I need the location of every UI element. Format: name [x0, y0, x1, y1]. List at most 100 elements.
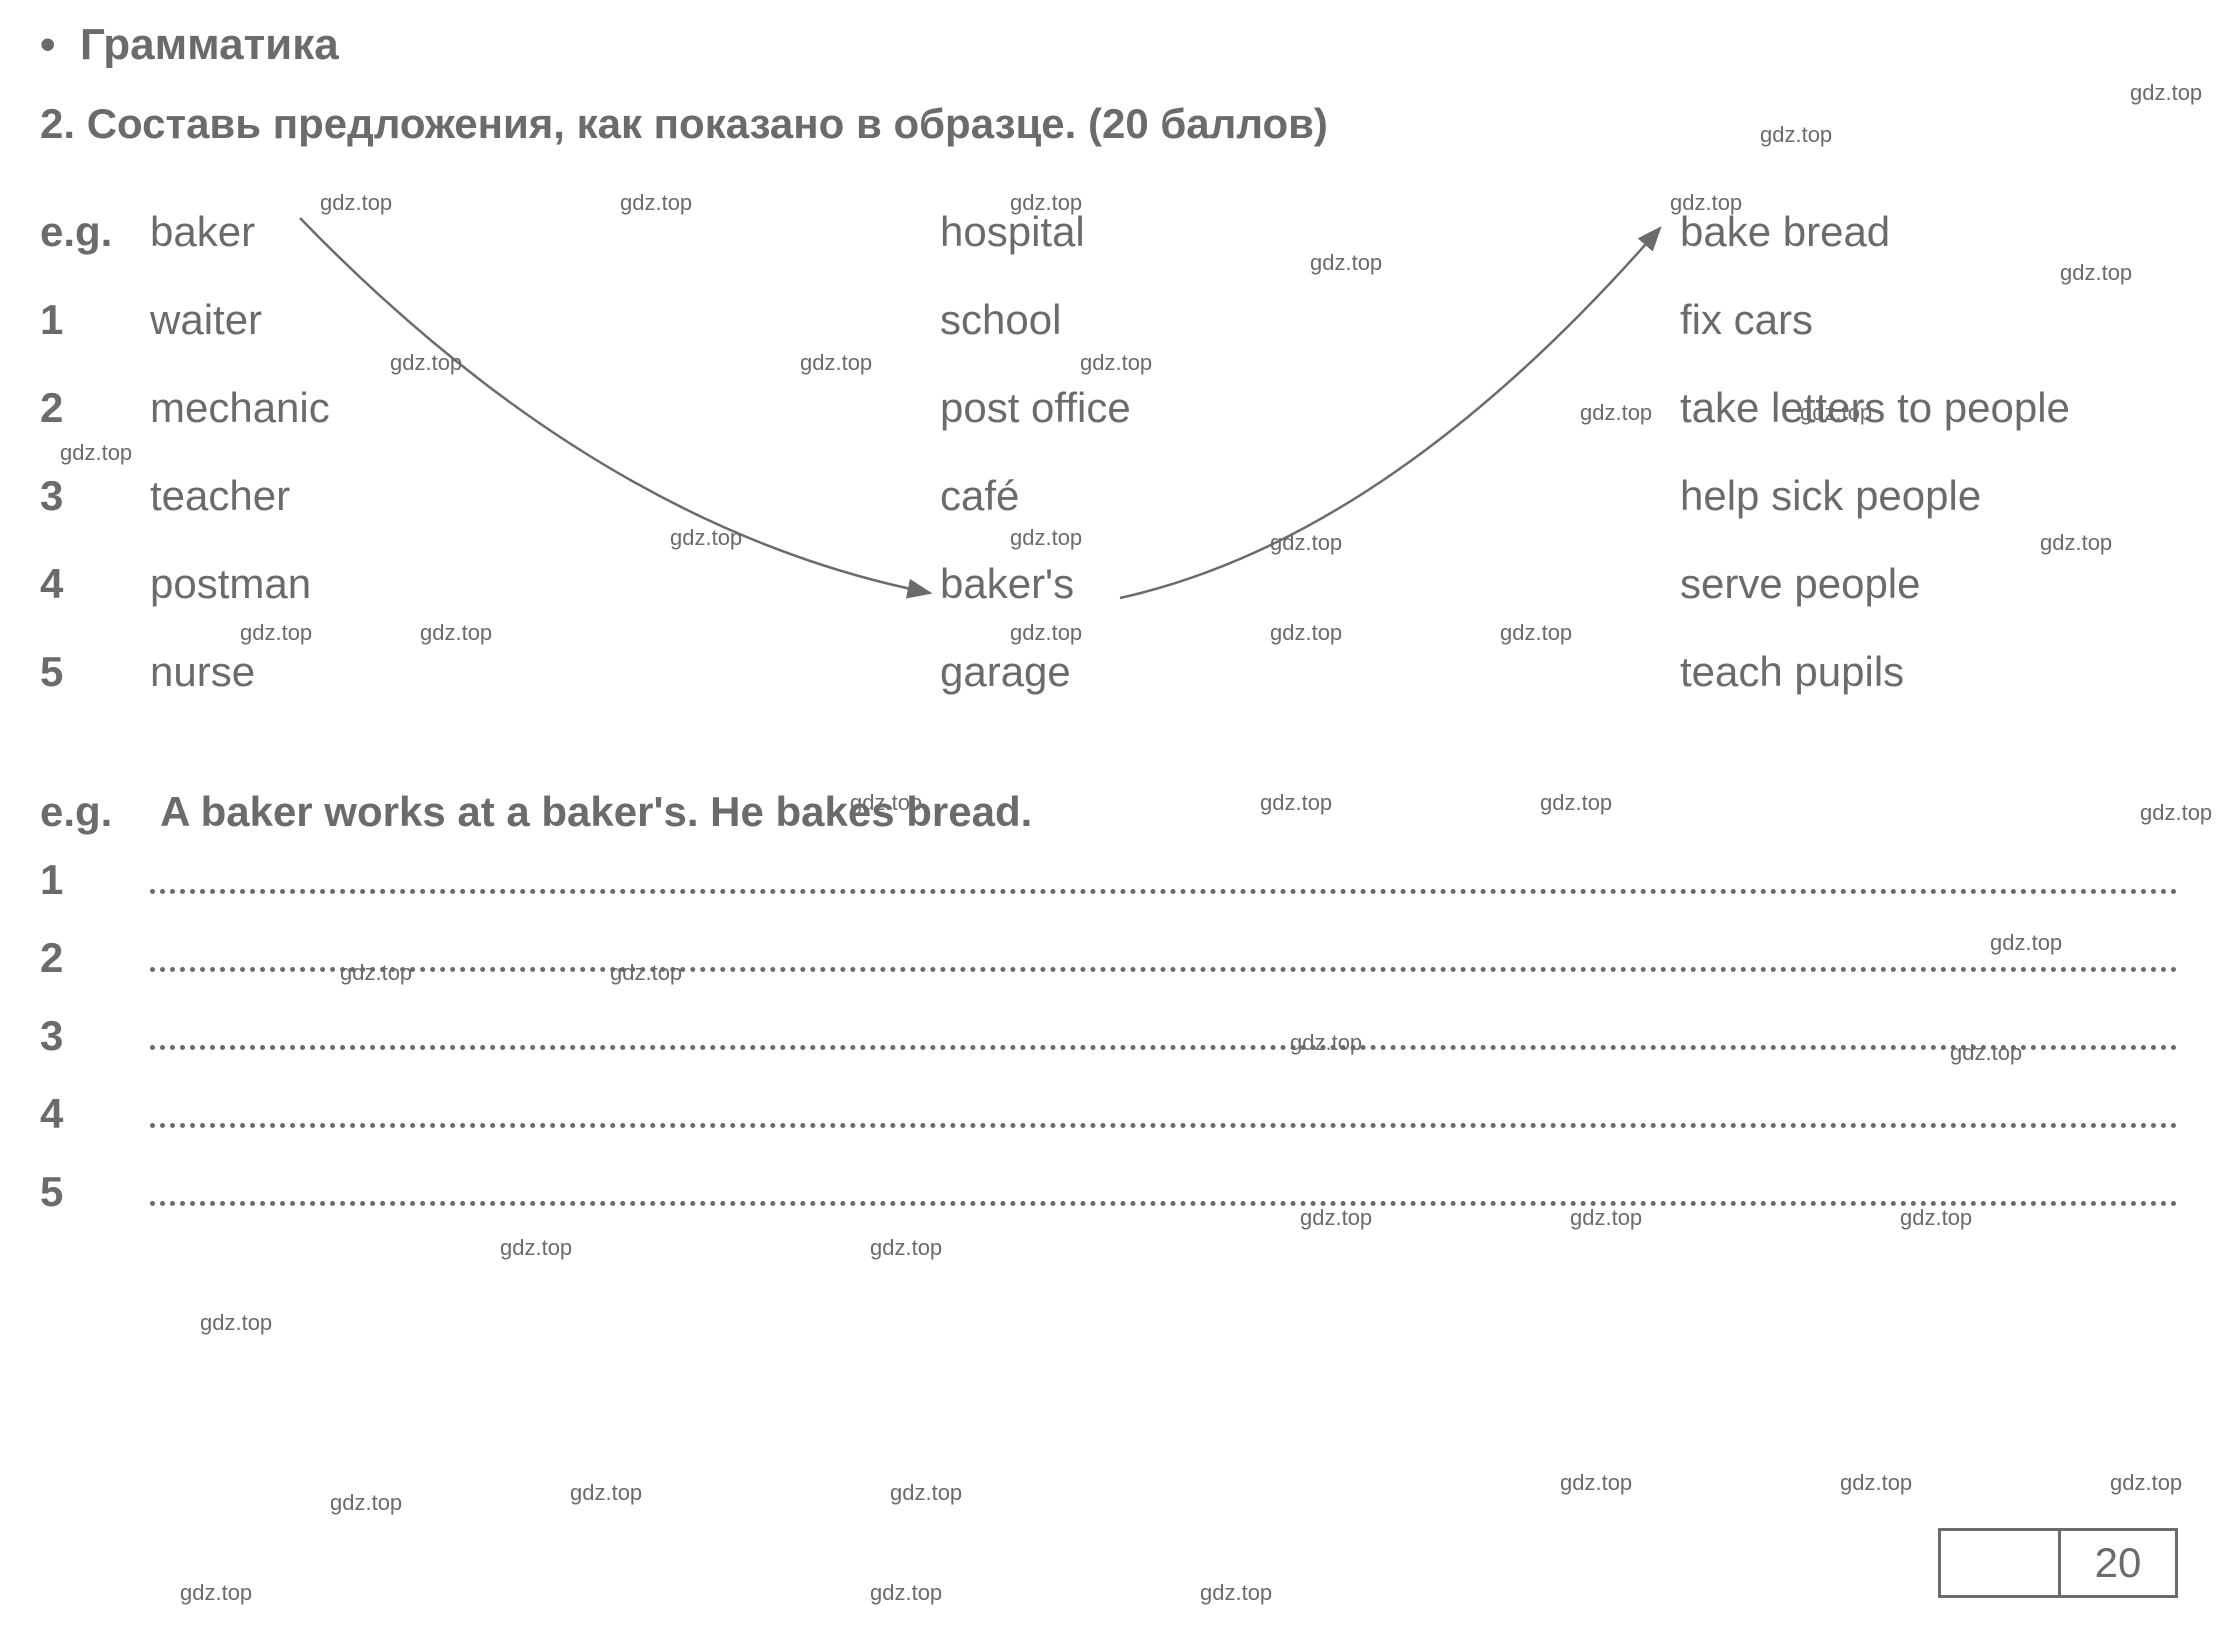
task-title: 2. Составь предложения, как показано в о…: [40, 100, 2178, 148]
watermark: gdz.top: [330, 1490, 402, 1516]
watermark: gdz.top: [1310, 250, 1382, 276]
place-item: café: [940, 472, 1019, 520]
watermark: gdz.top: [340, 960, 412, 986]
score-max-cell: 20: [2058, 1528, 2178, 1598]
job-item: waiter: [150, 296, 262, 344]
job-item: postman: [150, 560, 311, 608]
dotted-fill-line[interactable]: [150, 862, 2178, 894]
watermark: gdz.top: [1010, 620, 1082, 646]
answer-line: 4: [40, 1090, 2178, 1138]
watermark: gdz.top: [1570, 1205, 1642, 1231]
watermark: gdz.top: [1270, 530, 1342, 556]
watermark: gdz.top: [1290, 1030, 1362, 1056]
action-row: serve people: [1680, 540, 2070, 628]
answer-number: 4: [40, 1090, 150, 1138]
watermark: gdz.top: [1010, 525, 1082, 551]
watermark: gdz.top: [500, 1235, 572, 1261]
action-item: take letters to people: [1680, 384, 2070, 432]
watermark: gdz.top: [1560, 1470, 1632, 1496]
section-label: Грамматика: [40, 20, 2178, 70]
watermark: gdz.top: [60, 440, 132, 466]
watermark: gdz.top: [1010, 190, 1082, 216]
watermark: gdz.top: [890, 1480, 962, 1506]
answer-number: 2: [40, 934, 150, 982]
action-item: teach pupils: [1680, 648, 1904, 696]
task-title-text: Составь предложения, как показано в обра…: [87, 100, 1328, 147]
watermark: gdz.top: [2060, 260, 2132, 286]
watermark: gdz.top: [1270, 620, 1342, 646]
watermark: gdz.top: [420, 620, 492, 646]
watermark: gdz.top: [1080, 350, 1152, 376]
columns-container: e.g. baker 1 waiter 2 mechanic 3 teacher…: [40, 188, 2178, 718]
watermark: gdz.top: [1540, 790, 1612, 816]
watermark: gdz.top: [850, 790, 922, 816]
watermark: gdz.top: [1760, 122, 1832, 148]
watermark: gdz.top: [200, 1310, 272, 1336]
answer-line: 3: [40, 1012, 2178, 1060]
action-row: teach pupils: [1680, 628, 2070, 716]
watermark: gdz.top: [1500, 620, 1572, 646]
watermark: gdz.top: [320, 190, 392, 216]
watermark: gdz.top: [1300, 1205, 1372, 1231]
job-row: 4 postman: [40, 540, 330, 628]
watermark: gdz.top: [2130, 80, 2202, 106]
watermark: gdz.top: [1900, 1205, 1972, 1231]
answer-line: 5: [40, 1168, 2178, 1216]
watermark: gdz.top: [2040, 530, 2112, 556]
row-number: 2: [40, 384, 150, 432]
job-item: nurse: [150, 648, 255, 696]
action-row: help sick people: [1680, 452, 2070, 540]
action-item: fix cars: [1680, 296, 1813, 344]
action-row: take letters to people: [1680, 364, 2070, 452]
watermark: gdz.top: [2140, 800, 2212, 826]
place-item: garage: [940, 648, 1071, 696]
example-row: e.g. baker: [40, 188, 330, 276]
row-number: 1: [40, 296, 150, 344]
watermark: gdz.top: [1990, 930, 2062, 956]
score-box: 20: [1938, 1528, 2178, 1598]
dotted-fill-line[interactable]: [150, 1096, 2178, 1128]
answer-line: 1: [40, 856, 2178, 904]
watermark: gdz.top: [670, 525, 742, 551]
watermark: gdz.top: [2110, 1470, 2182, 1496]
place-row: baker's: [940, 540, 1131, 628]
action-item: help sick people: [1680, 472, 1981, 520]
place-row: post office: [940, 364, 1131, 452]
place-item: school: [940, 296, 1061, 344]
watermark: gdz.top: [1950, 1040, 2022, 1066]
watermark: gdz.top: [390, 350, 462, 376]
watermark: gdz.top: [870, 1235, 942, 1261]
eg-label: e.g.: [40, 208, 150, 256]
watermark: gdz.top: [1840, 1470, 1912, 1496]
answer-number: 5: [40, 1168, 150, 1216]
example-job: baker: [150, 208, 255, 256]
watermark: gdz.top: [1200, 1580, 1272, 1606]
job-row: 1 waiter: [40, 276, 330, 364]
row-number: 3: [40, 472, 150, 520]
dotted-fill-line[interactable]: [150, 1018, 2178, 1050]
dotted-fill-line[interactable]: [150, 940, 2178, 972]
watermark: gdz.top: [1800, 400, 1872, 426]
watermark: gdz.top: [570, 1480, 642, 1506]
watermark: gdz.top: [1580, 400, 1652, 426]
job-item: mechanic: [150, 384, 330, 432]
action-row: fix cars: [1680, 276, 2070, 364]
answer-number: 1: [40, 856, 150, 904]
answer-number: 3: [40, 1012, 150, 1060]
place-item: baker's: [940, 560, 1074, 608]
score-earned-cell[interactable]: [1938, 1528, 2058, 1598]
action-item: serve people: [1680, 560, 1921, 608]
example-prefix: e.g.: [40, 788, 150, 836]
watermark: gdz.top: [1670, 190, 1742, 216]
section-label-text: Грамматика: [80, 20, 339, 69]
example-sentence: e.g. A baker works at a baker's. He bake…: [40, 788, 2178, 836]
dotted-fill-line[interactable]: [150, 1174, 2178, 1206]
job-row: 2 mechanic: [40, 364, 330, 452]
watermark: gdz.top: [240, 620, 312, 646]
row-number: 4: [40, 560, 150, 608]
watermark: gdz.top: [180, 1580, 252, 1606]
column-actions: bake bread fix cars take letters to peop…: [1680, 188, 2070, 716]
watermark: gdz.top: [620, 190, 692, 216]
watermark: gdz.top: [1260, 790, 1332, 816]
row-number: 5: [40, 648, 150, 696]
